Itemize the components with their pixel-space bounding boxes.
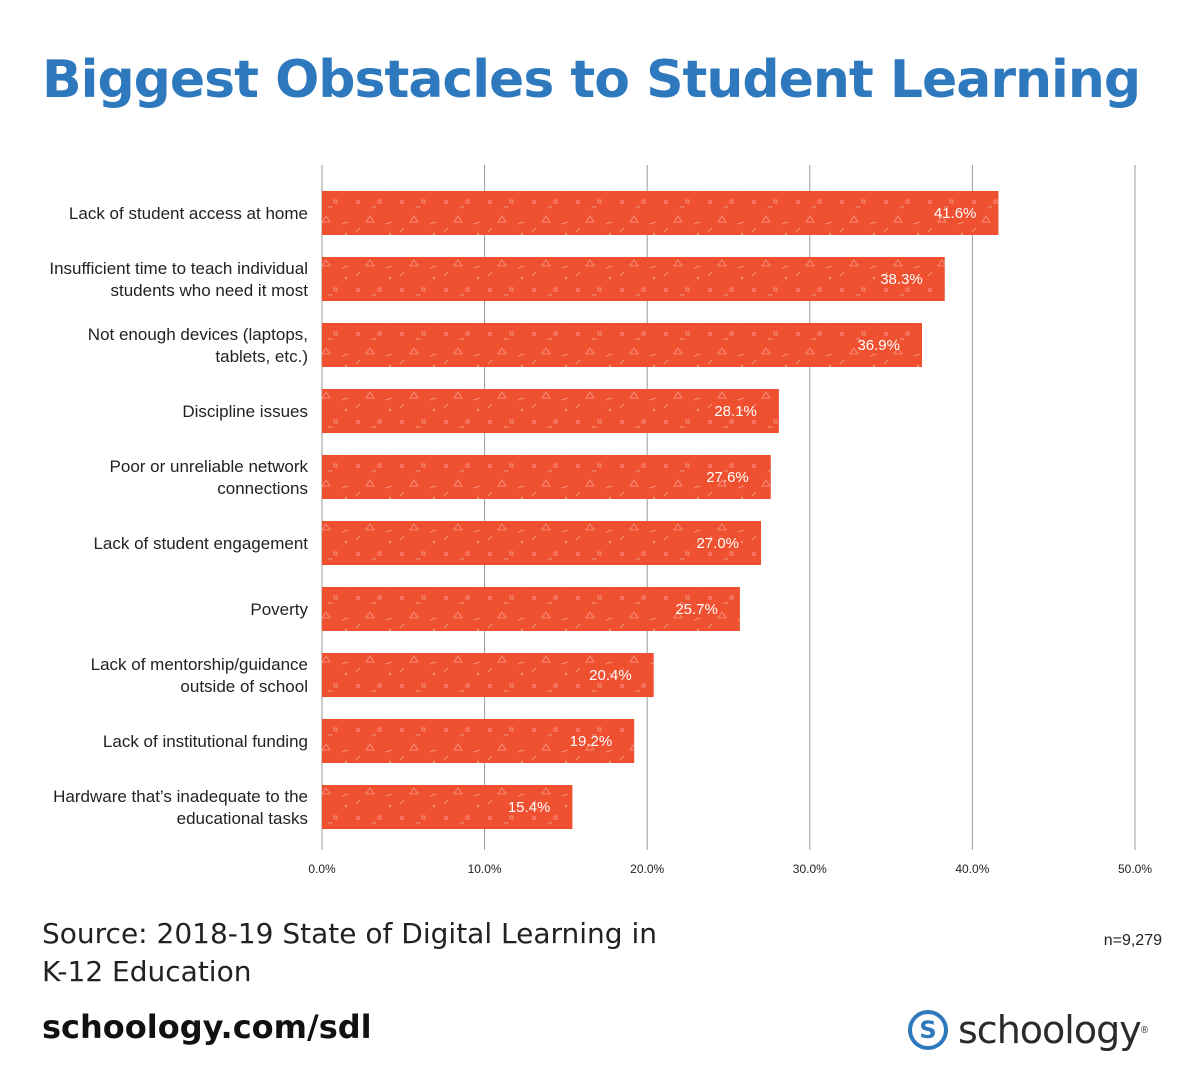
category-label: outside of school — [180, 677, 308, 696]
x-tick-label: 10.0% — [468, 862, 502, 876]
data-label: 41.6% — [934, 205, 977, 222]
data-label: 19.2% — [570, 733, 613, 750]
category-label: Discipline issues — [182, 402, 308, 421]
category-label: Lack of student engagement — [93, 534, 308, 553]
bar-texture — [322, 785, 573, 829]
footer-url: schoology.com/sdl — [42, 1008, 372, 1046]
logo-registered: ® — [1140, 1024, 1149, 1036]
bar-texture — [322, 719, 635, 763]
bar-texture — [322, 257, 945, 301]
category-label: Poverty — [250, 600, 308, 619]
bar-texture — [322, 191, 999, 235]
category-label: Lack of institutional funding — [103, 732, 308, 751]
category-label: Hardware that’s inadequate to the — [53, 787, 308, 806]
data-label: 20.4% — [589, 667, 632, 684]
bar-texture — [322, 653, 654, 697]
data-label: 27.6% — [706, 469, 749, 486]
x-tick-label: 30.0% — [793, 862, 827, 876]
data-label: 38.3% — [880, 271, 923, 288]
data-label: 15.4% — [508, 799, 551, 816]
category-label: Lack of mentorship/guidance — [91, 655, 308, 674]
data-label: 27.0% — [696, 535, 739, 552]
x-tick-label: 20.0% — [630, 862, 664, 876]
category-label: Insufficient time to teach individual — [49, 259, 308, 278]
category-label: educational tasks — [177, 809, 308, 828]
x-tick-label: 40.0% — [955, 862, 989, 876]
bar-texture — [322, 587, 740, 631]
data-label: 36.9% — [857, 337, 900, 354]
bar-texture — [322, 323, 922, 367]
x-axis-ticks: 0.0% 10.0% 20.0% 30.0% 40.0% 50.0% — [308, 862, 1152, 876]
source-line-1: Source: 2018-19 State of Digital Learnin… — [42, 917, 657, 950]
schoology-logo: S schoology ® — [908, 1008, 1148, 1052]
category-label: Poor or unreliable network — [110, 457, 309, 476]
bar-texture — [322, 389, 779, 433]
bar-texture — [322, 521, 762, 565]
source-line-2: K-12 Education — [42, 955, 252, 988]
bar-texture — [322, 455, 771, 499]
sample-size: n=9,279 — [1103, 932, 1162, 949]
category-label: tablets, etc.) — [215, 347, 308, 366]
x-tick-label: 0.0% — [308, 862, 336, 876]
source-note: Source: 2018-19 State of Digital Learnin… — [42, 915, 742, 991]
bar-chart: 41.6% 38.3% 36.9% 28.1% 27.6% 27.0% 25.7% 20.4%… — [49, 165, 1152, 876]
category-label: Lack of student access at home — [69, 204, 308, 223]
x-tick-label: 50.0% — [1118, 862, 1152, 876]
category-label: students who need it most — [110, 281, 308, 300]
category-labels: Lack of student access at home Insufficie… — [49, 204, 308, 828]
logo-wordmark: schoology — [958, 1008, 1142, 1052]
data-label: 25.7% — [675, 601, 718, 618]
chart-title: Biggest Obstacles to Student Learning — [42, 50, 1141, 110]
bars: 41.6% 38.3% 36.9% 28.1% 27.6% 27.0% 25.7% 20.4%… — [322, 191, 999, 829]
logo-mark: S — [908, 1010, 948, 1050]
data-label: 28.1% — [714, 403, 757, 420]
category-label: Not enough devices (laptops, — [88, 325, 308, 344]
category-label: connections — [217, 479, 308, 498]
